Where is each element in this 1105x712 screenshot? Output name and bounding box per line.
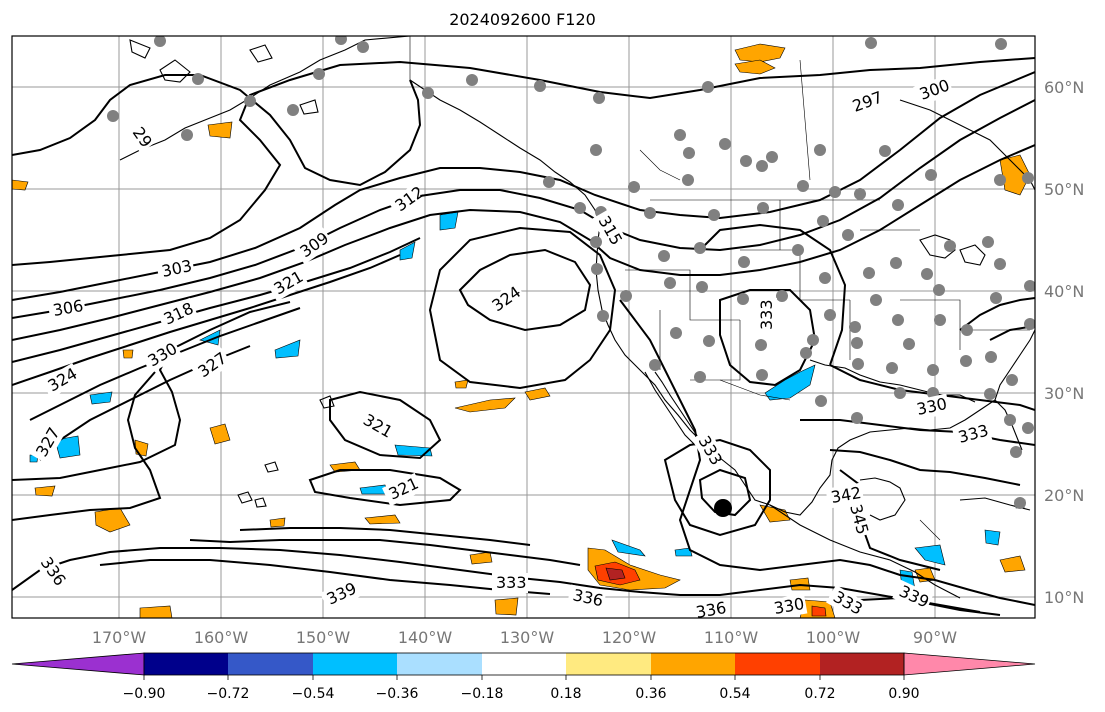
map-frame [11, 35, 1036, 619]
colorbar: −0.90 −0.72 −0.54 −0.36 −0.18 0.18 0.36 … [11, 652, 1036, 702]
colorbar-segment-8 [735, 653, 820, 675]
borders [409, 36, 1030, 541]
colorbar-tick-3: −0.54 [292, 686, 335, 702]
lon-label-110w: 110°W [704, 628, 759, 647]
colorbar-tick-7: 0.36 [635, 686, 666, 702]
colorbar-tick-5: −0.18 [461, 686, 504, 702]
lon-label-160w: 160°W [194, 628, 249, 647]
lon-label-150w: 150°W [296, 628, 351, 647]
colorbar-extend-low [11, 652, 145, 676]
colorbar-tick-2: −0.72 [207, 686, 250, 702]
lat-label-30n: 30°N [1044, 384, 1084, 403]
lon-label-130w: 130°W [500, 628, 555, 647]
lat-label-40n: 40°N [1044, 282, 1084, 301]
latitude-labels: 60°N 50°N 40°N 30°N 20°N 10°N [1044, 78, 1084, 607]
map-title: 2024092600 F120 [449, 10, 596, 29]
contour-label-336-east: 336 [694, 598, 727, 622]
lon-label-100w: 100°W [806, 628, 861, 647]
station-dots [107, 36, 1035, 509]
colorbar-tick-4: −0.36 [376, 686, 419, 702]
colorbar-segment-1 [144, 653, 228, 675]
colorbar-segment-3 [313, 653, 397, 675]
colorbar-tick-9: 0.72 [804, 686, 835, 702]
gridlines [12, 36, 1035, 618]
colorbar-segment-6 [566, 653, 651, 675]
lat-label-10n: 10°N [1044, 588, 1084, 607]
colorbar-tick-1: −0.90 [123, 686, 166, 702]
lon-label-170w: 170°W [92, 628, 147, 647]
colorbar-segment-5 [482, 653, 566, 675]
lon-label-90w: 90°W [913, 628, 957, 647]
colorbar-extend-high [903, 652, 1036, 676]
lat-label-60n: 60°N [1044, 78, 1084, 97]
colorbar-segment-9 [820, 653, 904, 675]
colorbar-tick-6: 0.18 [550, 686, 581, 702]
colorbar-segment-4 [397, 653, 482, 675]
colorbar-tick-10: 0.90 [888, 686, 919, 702]
longitude-labels: 170°W 160°W 150°W 140°W 130°W 120°W 110°… [92, 628, 957, 647]
lat-label-20n: 20°N [1044, 486, 1084, 505]
colorbar-segment-2 [228, 653, 313, 675]
storm-center-marker [714, 499, 732, 517]
lat-label-50n: 50°N [1044, 180, 1084, 199]
lon-label-140w: 140°W [398, 628, 453, 647]
lon-label-120w: 120°W [602, 628, 657, 647]
contour-label-333-us: 333 [757, 299, 776, 330]
colorbar-tick-8: 0.54 [719, 686, 750, 702]
contour-label-333-south: 333 [496, 573, 527, 592]
colorbar-segment-7 [651, 653, 735, 675]
